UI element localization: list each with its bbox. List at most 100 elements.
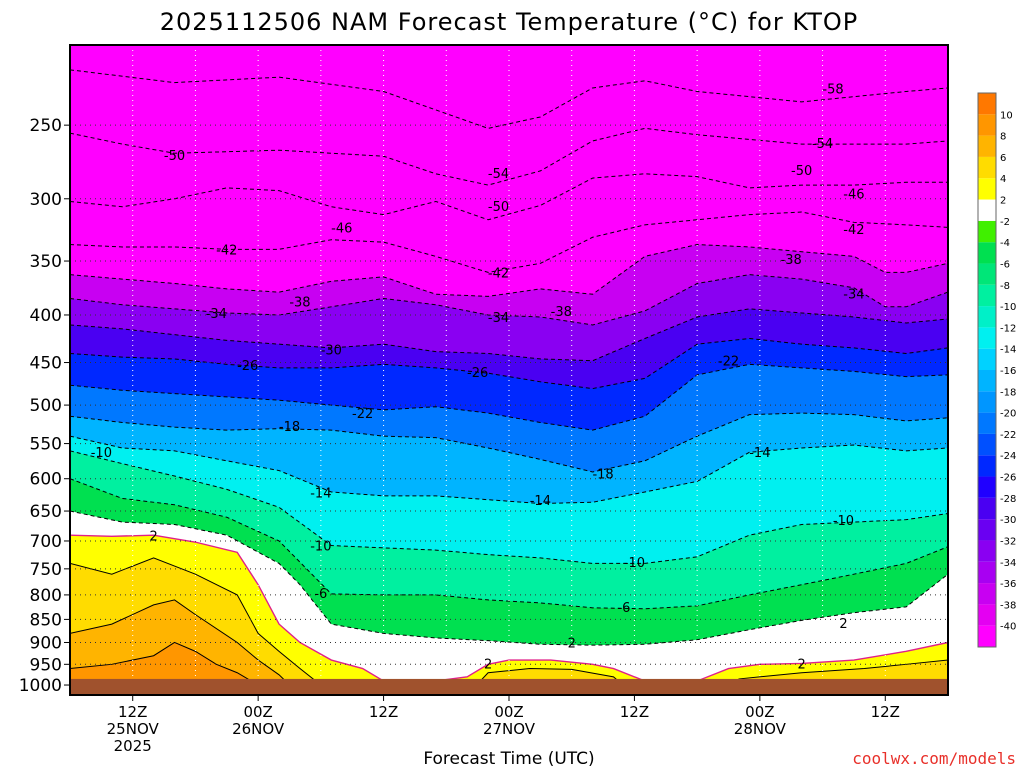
contour-label: -46 xyxy=(843,188,864,203)
contour-label: -10 xyxy=(91,446,112,461)
contour-label: -34 xyxy=(843,287,864,302)
colorbar-label: 2 xyxy=(1000,196,1006,207)
colorbar-swatch xyxy=(978,583,996,605)
x-tick-label: 00Z xyxy=(494,703,523,721)
contour-label-layer: -58-54-54-50-50-50-46-46-42-42-42-38-38-… xyxy=(91,83,865,673)
y-tick-label: 800 xyxy=(30,586,62,606)
colorbar-swatch xyxy=(978,391,996,413)
contour-label: -10 xyxy=(624,556,645,571)
y-tick-label: 300 xyxy=(30,190,62,210)
colorbar-swatch xyxy=(978,220,996,243)
x-tick-label: 12Z xyxy=(871,703,900,721)
contour-label: -26 xyxy=(467,366,488,381)
contour-label: -42 xyxy=(843,223,864,238)
y-tick-label: 700 xyxy=(30,532,62,552)
colorbar-label: -18 xyxy=(1000,387,1016,398)
colorbar-label: 6 xyxy=(1000,153,1006,164)
colorbar-label: -34 xyxy=(1000,558,1016,569)
colorbar-swatch xyxy=(978,348,996,370)
contour--6 xyxy=(70,478,948,610)
contour-label: -6 xyxy=(617,601,630,616)
colorbar-label: -2 xyxy=(1000,217,1010,228)
colorbar: -40-38-36-34-32-30-28-26-24-22-20-18-16-… xyxy=(977,92,1016,648)
contour-label: -26 xyxy=(237,359,258,374)
contour-label: -54 xyxy=(812,137,833,152)
contour--42 xyxy=(70,211,948,273)
colorbar-swatch xyxy=(978,114,996,136)
credit-text[interactable]: coolwx.com/models xyxy=(852,749,1016,768)
x-tick-label: 00Z xyxy=(745,703,774,721)
colorbar-swatch xyxy=(978,476,996,498)
x-tick-label: 26NOV xyxy=(232,720,285,738)
colorbar-label: -30 xyxy=(1000,515,1016,526)
colorbar-swatch xyxy=(978,455,996,477)
contour-label: -30 xyxy=(321,344,342,359)
colorbar-label: -12 xyxy=(1000,323,1016,334)
colorbar-swatch xyxy=(978,306,996,328)
contour-label: 2 xyxy=(149,529,157,544)
colorbar-label: -6 xyxy=(1000,259,1010,270)
contour-label: -50 xyxy=(488,200,509,215)
colorbar-swatch xyxy=(978,178,996,200)
contour-label: -22 xyxy=(352,407,373,422)
contour-label: 2 xyxy=(484,657,492,672)
colorbar-swatch xyxy=(978,242,996,264)
x-tick-label: 2025 xyxy=(114,737,152,755)
colorbar-swatch xyxy=(978,519,996,541)
contour-label: -42 xyxy=(488,267,509,282)
colorbar-label: -8 xyxy=(1000,281,1010,292)
contour--34 xyxy=(70,274,948,326)
contour-label: -34 xyxy=(206,307,227,322)
contour-6 xyxy=(70,599,948,695)
y-tick-label: 500 xyxy=(30,396,62,416)
contour-label: -18 xyxy=(279,420,300,435)
contour--10 xyxy=(70,450,948,564)
colorbar-label: -24 xyxy=(1000,451,1016,462)
colorbar-label: 10 xyxy=(1000,110,1013,121)
colorbar-swatch xyxy=(978,497,996,520)
contour--22 xyxy=(70,363,948,431)
colorbar-swatch xyxy=(978,263,996,285)
contour-label: -42 xyxy=(216,244,237,259)
contour--38 xyxy=(70,244,948,297)
colorbar-label: -28 xyxy=(1000,494,1016,505)
colorbar-label: -40 xyxy=(1000,622,1016,633)
colorbar-label: -20 xyxy=(1000,409,1016,420)
colorbar-label: -16 xyxy=(1000,366,1016,377)
contour-label: -54 xyxy=(488,167,509,182)
colorbar-swatch xyxy=(978,625,996,647)
y-tick-label: 450 xyxy=(30,354,62,374)
x-tick-label: 27NOV xyxy=(483,720,536,738)
y-tick-label: 650 xyxy=(30,502,62,522)
contour-label: -10 xyxy=(833,514,854,529)
contour-label: -22 xyxy=(718,355,739,370)
x-tick-label: 00Z xyxy=(243,703,272,721)
colorbar-swatch xyxy=(978,327,996,349)
colorbar-swatch xyxy=(978,561,996,584)
contour--30 xyxy=(70,308,948,362)
colorbar-label: -4 xyxy=(1000,238,1010,249)
contour-label: -38 xyxy=(551,305,572,320)
ground-band xyxy=(70,678,948,695)
contour-label: -18 xyxy=(592,468,613,483)
contour--2 xyxy=(70,510,948,646)
y-tick-label: 550 xyxy=(30,435,62,455)
colorbar-label: -36 xyxy=(1000,579,1016,590)
x-axis-label: Forecast Time (UTC) xyxy=(423,749,594,768)
y-tick-label: 1000 xyxy=(19,676,62,696)
x-tick-label: 25NOV xyxy=(107,720,160,738)
contour-label: 2 xyxy=(568,636,576,651)
x-tick-label: 28NOV xyxy=(734,720,787,738)
colorbar-label: -22 xyxy=(1000,430,1016,441)
contour--26 xyxy=(70,337,948,390)
colorbar-swatch xyxy=(978,433,996,456)
colorbar-swatch xyxy=(978,284,996,307)
colorbar-swatch xyxy=(978,156,996,179)
x-tick-label: 12Z xyxy=(620,703,649,721)
contour--46 xyxy=(70,173,948,221)
colorbar-label: -14 xyxy=(1000,345,1016,356)
colorbar-label: -38 xyxy=(1000,600,1016,611)
y-tick-label: 750 xyxy=(30,560,62,580)
y-tick-label: 600 xyxy=(30,470,62,490)
